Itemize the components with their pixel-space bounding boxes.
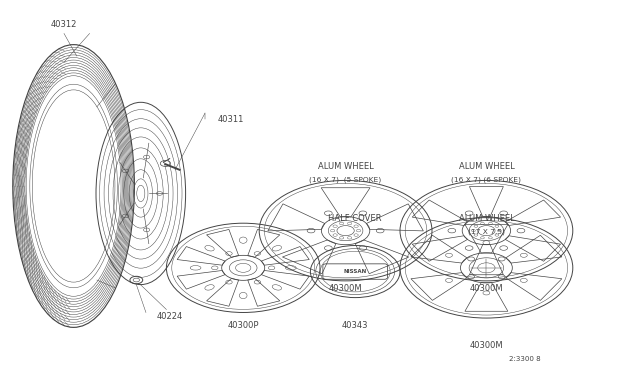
Text: (17 X 7.5): (17 X 7.5) bbox=[468, 229, 505, 235]
Text: ALUM WHEEL: ALUM WHEEL bbox=[458, 162, 515, 171]
Text: 2:3300 8: 2:3300 8 bbox=[509, 356, 541, 362]
Text: ALUM WHEEL: ALUM WHEEL bbox=[458, 214, 515, 223]
Text: HALF COVER: HALF COVER bbox=[328, 214, 382, 223]
Text: 40300M: 40300M bbox=[470, 284, 503, 293]
Text: 40312: 40312 bbox=[51, 20, 77, 29]
Text: 40343: 40343 bbox=[342, 321, 369, 330]
Text: 40311: 40311 bbox=[218, 115, 244, 124]
Text: 40300M: 40300M bbox=[329, 284, 362, 293]
Text: ALUM WHEEL: ALUM WHEEL bbox=[317, 162, 374, 171]
Text: 40300P: 40300P bbox=[227, 321, 259, 330]
Text: (16 X 7) (6 SPOKE): (16 X 7) (6 SPOKE) bbox=[451, 177, 522, 183]
Text: (16 X 7)  (5 SPOKE): (16 X 7) (5 SPOKE) bbox=[310, 177, 381, 183]
Text: NISSAN: NISSAN bbox=[344, 269, 367, 274]
Text: 40300M: 40300M bbox=[470, 341, 503, 350]
Text: 40224: 40224 bbox=[156, 312, 183, 321]
